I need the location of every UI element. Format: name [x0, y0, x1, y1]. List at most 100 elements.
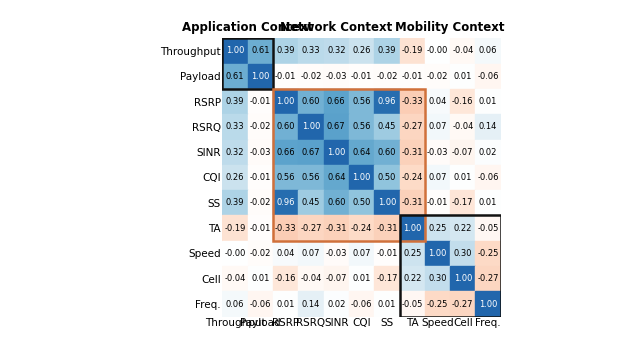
Text: -0.02: -0.02 [300, 72, 322, 81]
Text: 1.00: 1.00 [428, 249, 447, 258]
Bar [273, 241, 298, 266]
Bar [248, 266, 273, 291]
Bar [425, 190, 450, 215]
Text: -0.07: -0.07 [326, 274, 347, 283]
Text: 0.33: 0.33 [301, 46, 320, 55]
Bar [476, 215, 500, 241]
Bar [425, 266, 450, 291]
Text: -0.17: -0.17 [452, 198, 474, 207]
Bar [476, 165, 500, 190]
Bar [298, 291, 324, 317]
Bar [298, 266, 324, 291]
Bar [399, 266, 425, 291]
Text: 0.26: 0.26 [353, 46, 371, 55]
Bar [298, 241, 324, 266]
Bar [298, 190, 324, 215]
Text: 0.61: 0.61 [226, 72, 244, 81]
Text: -0.27: -0.27 [477, 274, 499, 283]
Bar [374, 266, 399, 291]
Bar [248, 165, 273, 190]
Text: -0.04: -0.04 [225, 274, 246, 283]
Bar [425, 165, 450, 190]
Text: -0.25: -0.25 [427, 300, 448, 309]
Bar [248, 215, 273, 241]
Bar [476, 266, 500, 291]
Text: 0.60: 0.60 [276, 122, 295, 131]
Text: 0.50: 0.50 [378, 173, 396, 182]
Text: -0.16: -0.16 [275, 274, 296, 283]
Text: -0.27: -0.27 [300, 224, 322, 232]
Text: 1.00: 1.00 [403, 224, 421, 232]
Bar [223, 89, 248, 114]
Text: -0.01: -0.01 [275, 72, 296, 81]
Text: 0.39: 0.39 [276, 46, 295, 55]
Bar [248, 291, 273, 317]
Text: -0.00: -0.00 [225, 249, 246, 258]
Text: 0.01: 0.01 [353, 274, 371, 283]
Text: -0.02: -0.02 [250, 198, 271, 207]
Bar [223, 266, 248, 291]
Bar [425, 64, 450, 89]
Text: -0.19: -0.19 [225, 224, 246, 232]
Bar [324, 38, 349, 64]
Text: 0.50: 0.50 [353, 198, 371, 207]
Bar [450, 89, 476, 114]
Bar [425, 140, 450, 165]
Bar [450, 38, 476, 64]
Bar [425, 291, 450, 317]
Bar [248, 64, 273, 89]
Text: 0.01: 0.01 [378, 300, 396, 309]
Text: 0.33: 0.33 [226, 122, 244, 131]
Bar [223, 165, 248, 190]
Bar [450, 190, 476, 215]
Bar [374, 215, 399, 241]
Text: -0.31: -0.31 [401, 148, 423, 157]
Text: 1.00: 1.00 [302, 122, 320, 131]
Bar [349, 140, 374, 165]
Text: 0.01: 0.01 [454, 72, 472, 81]
Text: 1.00: 1.00 [327, 148, 346, 157]
Bar [324, 241, 349, 266]
Text: 0.67: 0.67 [301, 148, 320, 157]
Text: -0.06: -0.06 [250, 300, 271, 309]
Text: 1.00: 1.00 [226, 46, 244, 55]
Text: 0.07: 0.07 [428, 122, 447, 131]
Bar [324, 114, 349, 140]
Bar [223, 38, 273, 89]
Bar [324, 89, 349, 114]
Text: 0.66: 0.66 [327, 97, 346, 106]
Text: 0.56: 0.56 [301, 173, 320, 182]
Text: -0.05: -0.05 [401, 300, 423, 309]
Text: 0.06: 0.06 [479, 46, 497, 55]
Bar [248, 140, 273, 165]
Text: -0.02: -0.02 [250, 249, 271, 258]
Bar [450, 114, 476, 140]
Text: 0.56: 0.56 [276, 173, 295, 182]
Text: 1.00: 1.00 [276, 97, 295, 106]
Text: 1.00: 1.00 [454, 274, 472, 283]
Text: Network Context: Network Context [280, 22, 392, 34]
Bar [399, 114, 425, 140]
Bar [476, 38, 500, 64]
Text: -0.05: -0.05 [477, 224, 499, 232]
Bar [450, 140, 476, 165]
Bar [374, 241, 399, 266]
Bar [248, 190, 273, 215]
Text: 0.01: 0.01 [479, 198, 497, 207]
Bar [273, 38, 298, 64]
Bar [248, 89, 273, 114]
Text: 1.00: 1.00 [378, 198, 396, 207]
Text: -0.01: -0.01 [250, 173, 271, 182]
Text: 0.32: 0.32 [327, 46, 346, 55]
Bar [374, 291, 399, 317]
Text: -0.06: -0.06 [351, 300, 372, 309]
Text: 0.22: 0.22 [403, 274, 421, 283]
Bar [324, 266, 349, 291]
Text: -0.06: -0.06 [477, 173, 499, 182]
Bar [273, 64, 298, 89]
Text: 0.66: 0.66 [276, 148, 295, 157]
Text: 0.39: 0.39 [226, 97, 244, 106]
Bar [298, 165, 324, 190]
Text: -0.02: -0.02 [376, 72, 397, 81]
Text: 0.01: 0.01 [251, 274, 269, 283]
